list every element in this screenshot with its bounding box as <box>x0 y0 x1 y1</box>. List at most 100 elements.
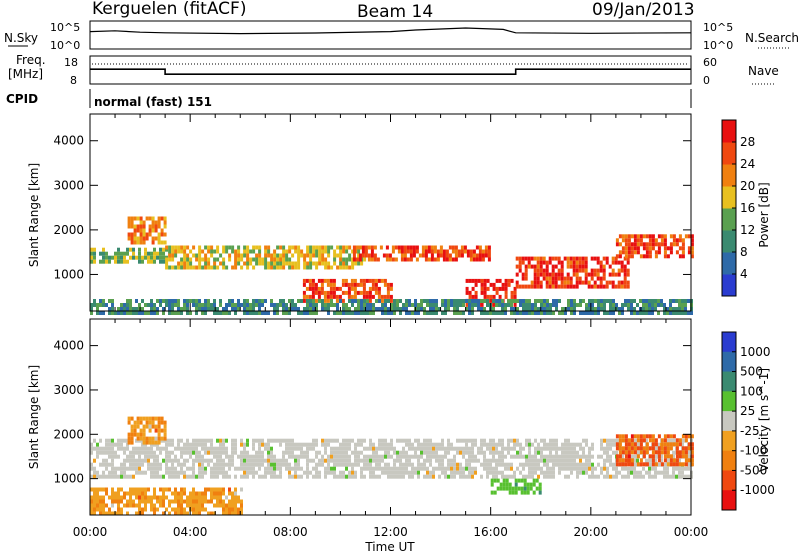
data-cell <box>426 311 429 315</box>
data-cell <box>498 458 501 463</box>
data-cell <box>468 474 471 479</box>
data-cell <box>90 450 93 455</box>
data-cell <box>405 470 408 475</box>
data-cell <box>369 462 372 467</box>
data-cell <box>126 491 129 496</box>
data-cell <box>127 432 131 437</box>
data-cell <box>258 462 261 467</box>
data-cell <box>324 470 327 475</box>
data-cell <box>524 284 528 289</box>
data-cell <box>129 255 132 260</box>
data-cell <box>539 264 543 269</box>
data-cell <box>386 294 390 299</box>
data-cell <box>249 462 252 467</box>
data-cell <box>369 303 372 307</box>
data-cell <box>210 499 213 504</box>
data-cell <box>551 280 555 285</box>
data-cell <box>678 234 682 239</box>
data-cell <box>597 474 600 479</box>
data-cell <box>180 503 183 508</box>
data-cell <box>102 458 105 463</box>
data-cell <box>530 264 534 269</box>
data-cell <box>111 255 114 260</box>
data-cell <box>303 253 307 258</box>
data-cell <box>465 438 468 443</box>
data-cell <box>333 454 336 459</box>
data-cell <box>157 416 161 421</box>
data-cell <box>117 255 120 260</box>
data-cell <box>675 446 679 451</box>
data-cell <box>408 462 411 467</box>
data-cell <box>327 466 330 471</box>
data-cell <box>426 442 429 447</box>
data-cell <box>99 311 102 315</box>
data-cell <box>183 253 187 258</box>
data-cell <box>531 470 534 475</box>
data-cell <box>258 261 262 266</box>
data-cell <box>324 438 327 443</box>
data-cell <box>374 282 378 287</box>
data-cell <box>315 442 318 447</box>
data-cell <box>468 462 471 467</box>
data-cell <box>675 454 679 459</box>
data-cell <box>279 257 283 262</box>
data-cell <box>490 482 494 487</box>
data-cell <box>150 450 153 455</box>
data-cell <box>573 466 576 471</box>
data-cell <box>409 245 413 250</box>
data-cell <box>405 466 408 471</box>
data-cell <box>186 458 189 463</box>
data-cell <box>412 253 416 258</box>
data-cell <box>249 257 253 262</box>
data-cell <box>561 454 564 459</box>
data-cell <box>123 470 126 475</box>
data-cell <box>228 491 231 496</box>
data-cell <box>108 470 111 475</box>
colorbar-swatch <box>722 351 736 373</box>
data-cell <box>148 416 152 421</box>
data-cell <box>309 311 312 315</box>
data-cell <box>600 454 603 459</box>
data-cell <box>669 311 672 315</box>
data-cell <box>681 250 685 255</box>
data-cell <box>126 438 129 443</box>
data-cell <box>609 307 612 311</box>
data-cell <box>366 466 369 471</box>
y-tick-label: 3000 <box>53 178 84 192</box>
data-cell <box>450 466 453 471</box>
data-cell <box>276 253 280 258</box>
data-cell <box>672 454 675 459</box>
data-cell <box>405 307 408 311</box>
data-cell <box>132 255 135 260</box>
data-cell <box>483 278 487 283</box>
data-cell <box>636 450 639 455</box>
data-cell <box>543 442 546 447</box>
data-cell <box>390 446 393 451</box>
data-cell <box>636 234 640 239</box>
data-cell <box>147 255 150 260</box>
data-cell <box>621 250 625 255</box>
data-cell <box>525 307 528 311</box>
data-cell <box>132 487 135 492</box>
data-cell <box>639 434 643 439</box>
data-cell <box>339 474 342 479</box>
data-cell <box>159 259 162 264</box>
data-cell <box>681 238 685 243</box>
data-cell <box>144 458 147 463</box>
data-cell <box>513 294 517 299</box>
data-cell <box>465 442 468 447</box>
data-cell <box>183 470 186 475</box>
data-cell <box>186 503 189 508</box>
data-cell <box>294 307 297 311</box>
data-cell <box>474 438 477 443</box>
data-cell <box>267 265 271 270</box>
data-cell <box>642 446 646 451</box>
data-cell <box>318 470 321 475</box>
data-cell <box>564 462 567 467</box>
data-cell <box>472 257 476 262</box>
data-cell <box>99 474 102 479</box>
data-cell <box>681 446 685 451</box>
data-cell <box>258 454 261 459</box>
data-cell <box>333 438 336 443</box>
data-cell <box>348 265 352 270</box>
